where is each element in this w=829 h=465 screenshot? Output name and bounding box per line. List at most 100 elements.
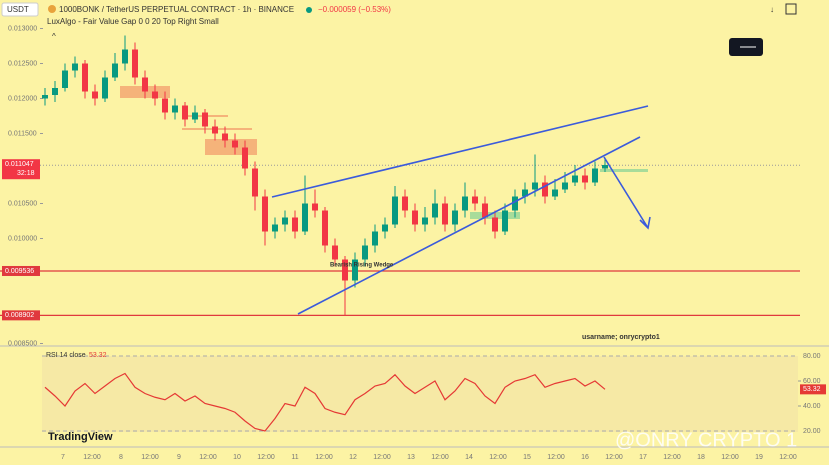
y-tick-label: 0.012500 [8,60,37,67]
time-label: 12:00 [605,454,623,461]
projection-arrow [603,156,651,230]
candle-body [202,112,208,127]
candle-body [322,210,328,246]
y-tick-label: 80.00 [803,353,821,360]
candle-body [442,203,448,225]
wedge-lower [297,136,641,315]
candle-body [472,196,478,204]
time-label: 12:00 [141,454,159,461]
candle-body [262,196,268,232]
candle-body [532,182,538,190]
level-badge [2,265,40,276]
candle-body [272,224,278,232]
time-label: 7 [61,454,65,461]
username: usarname; onrycrypto1 [582,334,660,341]
candle-body [452,210,458,225]
last-price-badge [2,159,40,180]
candle-body [542,182,548,197]
candle-body [522,189,528,197]
y-tick-label: 0.012000 [8,95,37,102]
collapse-icon[interactable]: ^ [52,32,56,41]
candle-body [362,245,368,260]
y-tick-label: 0.013000 [8,25,37,32]
candle-body [282,217,288,225]
candle-body [592,168,598,183]
time-label: 12:00 [547,454,565,461]
watermark: @ONRY CRYPTO 1 [615,429,797,451]
rsi-value-badge: 53.32 [803,386,821,393]
candle-body [342,259,348,281]
candle-body [192,112,198,120]
y-tick-label: 40.00 [803,403,821,410]
time-label: 12:00 [257,454,275,461]
indicator-label: LuxAlgo - Fair Value Gap 0 0 20 Top Righ… [47,17,219,26]
rsi-title: RSI 14 close [46,352,86,359]
rsi-badge [800,384,826,395]
y-tick-label: 0.008500 [8,340,37,347]
time-label: 17 [639,454,647,461]
candle-body [312,203,318,211]
symbol-icon [48,5,56,13]
candle-body [462,196,468,211]
rsi-line [44,372,606,432]
candle-body [432,203,438,218]
candle-body [502,210,508,232]
candle-body [352,259,358,281]
instrument-title: 1000BONK / TetherUS PERPETUAL CONTRACT ·… [59,5,294,14]
candle-body [582,175,588,183]
time-label: 9 [177,454,181,461]
rsi-band [42,356,798,432]
candle-body [162,98,168,113]
pattern-label: Bearish Rising Wedge [330,263,394,269]
brand-logo: TradingView [48,431,113,443]
candle-body [572,175,578,183]
time-label: 12:00 [315,454,333,461]
time-label: 16 [581,454,589,461]
candle-body [142,77,148,92]
time-label: 19 [755,454,763,461]
candle-body [72,63,78,71]
candle-body [62,70,68,88]
level-label: 0.009536 [5,268,34,275]
candle-body [562,182,568,190]
candle-body [392,196,398,225]
candle-body [102,77,108,99]
candle-body [252,168,258,197]
download-icon[interactable]: ↓ [770,5,774,14]
time-label: 15 [523,454,531,461]
candle-body [382,224,388,232]
candle-body [602,165,608,169]
candle-body [242,147,248,169]
candle-body [232,140,238,148]
candle-body [482,203,488,218]
candle-body [512,196,518,211]
status-dot [306,7,312,13]
countdown-label: 32:18 [17,170,35,177]
time-label: 11 [291,454,298,461]
candle-body [302,203,308,232]
fullscreen-icon[interactable] [785,3,797,15]
time-label: 8 [119,454,123,461]
candle-body [82,63,88,92]
y-tick-label: 0.011500 [8,130,37,137]
symbol-button[interactable] [1,2,39,17]
price-change: −0.000059 (−0.53%) [318,5,391,14]
time-label: 12:00 [199,454,217,461]
candle-body [552,189,558,197]
time-label: 12:00 [373,454,391,461]
candle-body [292,217,298,232]
candle-body [52,88,58,95]
candle-body [122,49,128,64]
level-badge [2,310,40,321]
candle-body [402,196,408,211]
time-label: 12 [349,454,357,461]
candle-body [112,63,118,78]
symbol-selector[interactable]: USDT [7,5,29,14]
candle-body [422,217,428,225]
candle-body [412,210,418,225]
candle-body [132,49,138,78]
candle-body [212,126,218,134]
level-label: 0.008902 [5,312,34,319]
time-label: 12:00 [431,454,449,461]
